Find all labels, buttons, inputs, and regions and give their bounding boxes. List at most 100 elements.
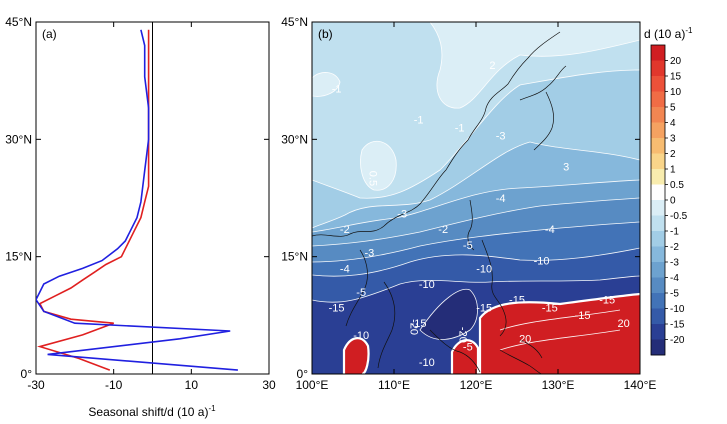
- colorbar-level-label: 1: [670, 165, 676, 176]
- contour-label: -1: [455, 123, 465, 135]
- coastline-9: [499, 349, 543, 374]
- contour-label: -15: [542, 302, 558, 314]
- colorbar-level-label: -20: [670, 335, 685, 346]
- coastlines: [312, 31, 567, 374]
- colorbar-swatch: [651, 324, 665, 340]
- panel-b-ytick-label: 15°N: [281, 250, 308, 264]
- contour-label: -15: [599, 295, 615, 307]
- colorbar-level-label: 2: [670, 149, 676, 160]
- contour-label: -3: [397, 209, 407, 221]
- colorbar-title-sup: -1: [685, 26, 693, 35]
- panel-b-xtick-label: 140°E: [624, 378, 657, 392]
- contour-label: -10: [419, 279, 435, 291]
- contour-line-2: [312, 69, 640, 199]
- contour-line-8: [419, 288, 478, 340]
- colorbar-level-label: -0.5: [670, 211, 688, 222]
- colorbar-swatch: [651, 169, 665, 185]
- contour-line-4: [312, 197, 640, 247]
- colorbar-swatch: [651, 45, 665, 61]
- contour-label: -2: [340, 224, 350, 236]
- panel-b-label: (b): [318, 27, 333, 41]
- panel-a-axes: -30 -10 10 30 0° 15°N 30°N 45°N: [5, 15, 276, 392]
- panel-b-xtick-label: 100°E: [296, 378, 329, 392]
- contour-label: -15: [509, 295, 525, 307]
- colorbar-swatch: [651, 246, 665, 263]
- panel-a-series-blue: [36, 29, 238, 371]
- panel-b: 100°E 110°E 120°E 130°E 140°E0°15°N30°N45°N …: [281, 15, 656, 392]
- panel-a-ytick-label: 0°: [21, 367, 33, 381]
- contour-label: 0.5: [366, 171, 378, 186]
- panel-a-xlabel: Seasonal shift/d (10 a)-1: [88, 404, 216, 419]
- panel-b-xtick-label: 110°E: [378, 378, 410, 392]
- panel-a-series-red: [37, 29, 150, 371]
- contour-label: -1: [332, 83, 342, 95]
- contour-label: -10: [419, 357, 435, 369]
- colorbar-swatch: [651, 91, 665, 108]
- colorbar-swatch: [651, 308, 665, 325]
- band-positive-mid: [452, 340, 478, 374]
- colorbar-level-label: -3: [670, 258, 679, 269]
- coastline-4: [467, 199, 475, 251]
- coastline-1: [312, 31, 561, 237]
- panel-a-ytick-label: 30°N: [5, 132, 32, 146]
- contour-label: -15: [476, 302, 492, 314]
- colorbar-swatch: [651, 200, 665, 216]
- coastline-5: [481, 239, 507, 337]
- panel-a: -30 -10 10 30 0° 15°N 30°N 45°N (a) Seasonal sh…: [5, 15, 276, 419]
- contour-label: 20: [617, 318, 629, 330]
- contour-label: -5: [463, 342, 473, 354]
- contour-line-3: [312, 179, 640, 233]
- panel-b-ytick-label: 30°N: [281, 132, 308, 146]
- colorbar-swatch: [651, 107, 665, 123]
- contour-line-11: [312, 72, 341, 97]
- colorbar-swatch: [651, 122, 665, 139]
- colorbar-swatch: [651, 76, 665, 92]
- contour-labels: -1-120.5-1-4-3-33-2-3-2-5-4-4-5-10-10-10…: [329, 60, 630, 369]
- colorbar-swatch: [651, 60, 665, 77]
- contour-label: -1: [414, 115, 424, 127]
- contour-label: 3: [563, 162, 569, 174]
- coastline-10: [519, 339, 543, 359]
- contour-label: -4: [545, 224, 555, 236]
- contour-label: -15: [329, 302, 345, 314]
- panel-a-ytick-label: 45°N: [5, 15, 32, 29]
- band-minus20: [420, 289, 478, 340]
- contour-line-7: [312, 275, 640, 303]
- panel-a-xlabel-main: Seasonal shift/d (10 a): [88, 405, 208, 419]
- contour-label: -4: [496, 193, 506, 205]
- band-minus05-west: [312, 72, 340, 97]
- contour-label: 2: [489, 60, 495, 72]
- colorbar-level-label: 3: [670, 134, 676, 145]
- contour-line-1: [312, 141, 640, 229]
- contour-label: -10: [534, 255, 550, 267]
- coastline-6: [345, 249, 368, 327]
- coastline-3: [533, 91, 554, 151]
- panel-b-axes: 100°E 110°E 120°E 130°E 140°E 0° 15°N 30°N 45°N: [281, 15, 656, 392]
- contour-label: -20: [407, 319, 419, 335]
- contour-label: -20: [457, 327, 469, 343]
- colorbar-level-label: 5: [670, 103, 676, 114]
- colorbar: d (10 a)-1 201510543210.50-0.5-1-2-3-4-5…: [644, 26, 693, 356]
- contour-lines: [312, 22, 640, 351]
- colorbar-swatch: [651, 339, 665, 356]
- contour-label: -10: [353, 330, 369, 342]
- panel-a-xtick-label: 10: [185, 378, 199, 392]
- colorbar-swatch: [651, 277, 665, 294]
- contour-line-6: [312, 247, 640, 277]
- contour-label: -15: [575, 310, 591, 322]
- band-positive-20: [480, 294, 640, 374]
- colorbar-level-label: 4: [670, 118, 676, 129]
- band-minus05-center: [360, 141, 397, 191]
- colorbar-swatch: [651, 153, 665, 170]
- colorbar-swatch: [651, 231, 665, 247]
- colorbar-swatch: [651, 293, 665, 309]
- panel-a-ytick-label: 15°N: [5, 250, 32, 264]
- contour-label: -5: [463, 240, 473, 252]
- panel-a-label: (a): [42, 27, 57, 41]
- contour-label: 20: [519, 334, 531, 346]
- panel-a-xlabel-sup: -1: [208, 404, 216, 413]
- colorbar-level-label: 15: [670, 72, 682, 83]
- panel-a-xtick-label: 30: [262, 378, 276, 392]
- panel-b-xtick-label: 130°E: [542, 378, 575, 392]
